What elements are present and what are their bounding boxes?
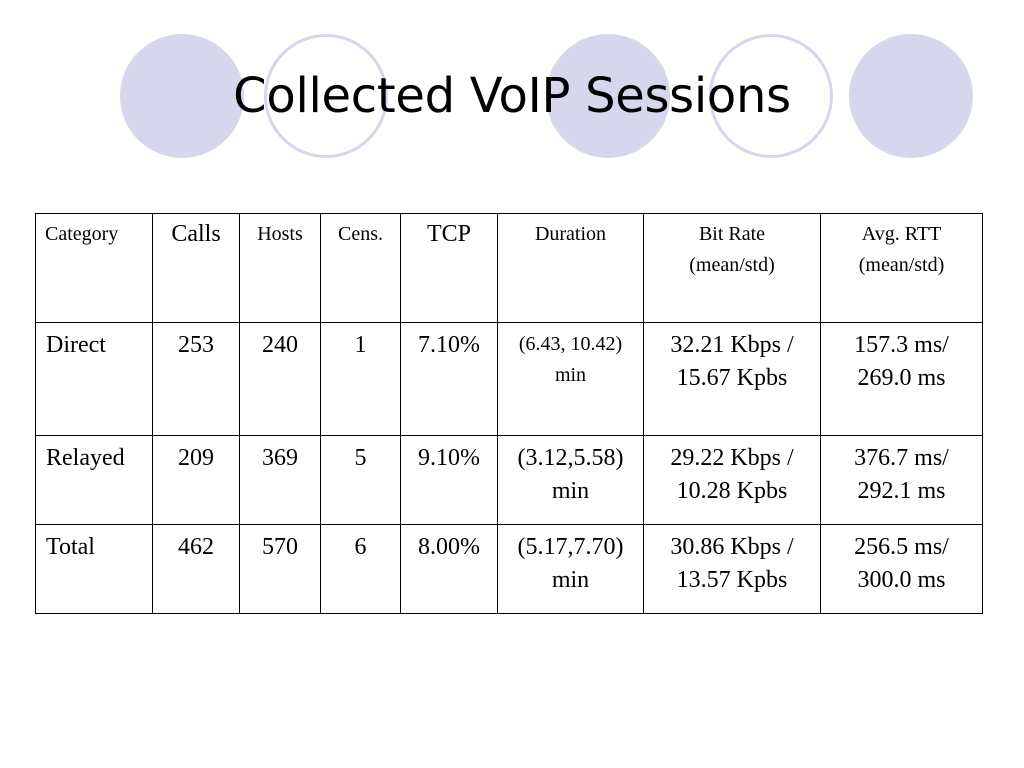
slide-title: Collected VoIP Sessions xyxy=(0,64,1024,128)
cell-bitrate-std: 10.28 Kpbs xyxy=(676,478,788,504)
header-duration-label: Duration xyxy=(534,223,607,245)
cell-bitrate-std: 15.67 Kpbs xyxy=(676,365,788,391)
cell-duration-range: (3.12,5.58) xyxy=(517,445,624,471)
header-bitrate-label: Bit Rate xyxy=(698,223,766,245)
cell-bitrate: 30.86 Kbps / 13.57 Kpbs xyxy=(643,524,821,614)
decor-circle-filled xyxy=(546,34,670,158)
decor-circle-filled xyxy=(849,34,973,158)
cell-bitrate-mean: 30.86 Kbps / xyxy=(670,534,794,560)
cell-rtt-mean: 157.3 ms/ xyxy=(854,332,949,358)
cell-rtt-std: 300.0 ms xyxy=(857,567,946,593)
cell-hosts: 570 xyxy=(239,524,321,614)
cell-bitrate-std: 13.57 Kpbs xyxy=(676,567,788,593)
cell-duration-range: (6.43, 10.42) xyxy=(518,333,623,355)
cell-category: Total xyxy=(35,524,153,614)
cell-calls: 253 xyxy=(152,322,240,436)
cell-bitrate-mean: 32.21 Kbps / xyxy=(670,332,794,358)
cell-bitrate-mean: 29.22 Kbps / xyxy=(670,445,794,471)
cell-hosts: 369 xyxy=(239,435,321,525)
header-rtt-sublabel: (mean/std) xyxy=(858,254,945,276)
sessions-table: Category Calls Hosts Cens. TCP Duration … xyxy=(35,213,983,614)
header-rtt-label: Avg. RTT xyxy=(861,223,942,245)
header-bitrate: Bit Rate (mean/std) xyxy=(643,213,821,323)
cell-calls: 462 xyxy=(152,524,240,614)
cell-duration: (5.17,7.70) min xyxy=(497,524,644,614)
cell-tcp: 9.10% xyxy=(400,435,498,525)
decor-circle-outline xyxy=(709,34,833,158)
cell-category: Direct xyxy=(35,322,153,436)
cell-rtt-std: 292.1 ms xyxy=(857,478,946,504)
cell-rtt: 256.5 ms/ 300.0 ms xyxy=(820,524,983,614)
cell-cens: 1 xyxy=(320,322,401,436)
cell-rtt-mean: 256.5 ms/ xyxy=(854,534,949,560)
cell-rtt: 376.7 ms/ 292.1 ms xyxy=(820,435,983,525)
header-calls-label: Calls xyxy=(171,221,221,247)
table-row: Direct 253 240 1 7.10% (6.43, 10.42) min… xyxy=(35,322,983,436)
decor-circle-outline xyxy=(264,34,388,158)
header-calls: Calls xyxy=(152,213,240,323)
cell-bitrate: 29.22 Kbps / 10.28 Kpbs xyxy=(643,435,821,525)
header-hosts-label: Hosts xyxy=(257,223,303,245)
cell-calls: 209 xyxy=(152,435,240,525)
table-row: Total 462 570 6 8.00% (5.17,7.70) min 30… xyxy=(35,524,983,614)
header-hosts: Hosts xyxy=(239,213,321,323)
header-bitrate-sublabel: (mean/std) xyxy=(689,254,775,276)
header-duration: Duration xyxy=(497,213,644,323)
table-row: Relayed 209 369 5 9.10% (3.12,5.58) min … xyxy=(35,435,983,525)
header-cens-label: Cens. xyxy=(338,223,383,245)
cell-rtt-std: 269.0 ms xyxy=(857,365,946,391)
cell-cens: 6 xyxy=(320,524,401,614)
cell-rtt: 157.3 ms/ 269.0 ms xyxy=(820,322,983,436)
cell-bitrate: 32.21 Kbps / 15.67 Kpbs xyxy=(643,322,821,436)
header-tcp: TCP xyxy=(400,213,498,323)
header-tcp-label: TCP xyxy=(426,221,471,247)
cell-duration-unit: min xyxy=(554,364,587,386)
header-rtt: Avg. RTT (mean/std) xyxy=(820,213,983,323)
cell-rtt-mean: 376.7 ms/ xyxy=(854,445,949,471)
table-header-row: Category Calls Hosts Cens. TCP Duration … xyxy=(35,213,983,323)
cell-duration-unit: min xyxy=(551,567,590,593)
cell-duration: (6.43, 10.42) min xyxy=(497,322,644,436)
cell-hosts: 240 xyxy=(239,322,321,436)
header-category-label: Category xyxy=(45,223,119,245)
header-cens: Cens. xyxy=(320,213,401,323)
cell-duration-unit: min xyxy=(551,478,590,504)
decor-circle-filled xyxy=(120,34,244,158)
header-category: Category xyxy=(35,213,153,323)
cell-tcp: 8.00% xyxy=(400,524,498,614)
slide-title-text: Collected VoIP Sessions xyxy=(233,68,791,124)
cell-cens: 5 xyxy=(320,435,401,525)
cell-duration-range: (5.17,7.70) xyxy=(517,534,624,560)
cell-duration: (3.12,5.58) min xyxy=(497,435,644,525)
cell-category: Relayed xyxy=(35,435,153,525)
cell-tcp: 7.10% xyxy=(400,322,498,436)
